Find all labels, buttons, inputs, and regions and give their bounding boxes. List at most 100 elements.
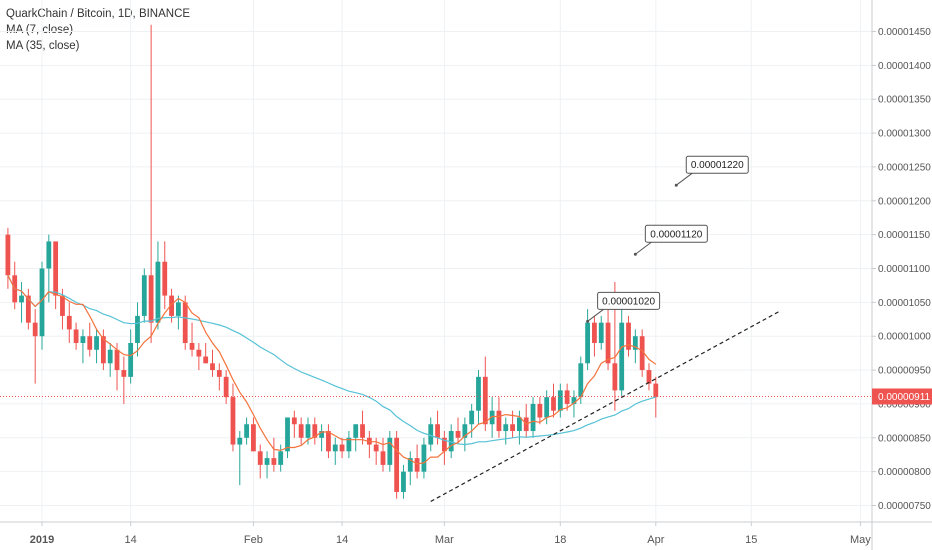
- callout-label: 0.00001020: [602, 296, 655, 307]
- candle-body: [462, 424, 468, 438]
- price-tick-label: 0.00001400: [878, 61, 931, 72]
- price-tick-label: 0.00001150: [878, 230, 931, 241]
- ma35-legend: MA (35, close): [6, 40, 80, 52]
- candle-body: [176, 302, 181, 316]
- candle-body: [5, 234, 11, 276]
- candle-body: [203, 356, 209, 364]
- candle-body: [128, 342, 134, 377]
- candle-body: [162, 261, 168, 296]
- candle-body: [592, 322, 597, 343]
- price-tick-label: 0.00001050: [878, 298, 931, 309]
- candle-body: [251, 424, 256, 452]
- candle-body: [73, 329, 79, 343]
- candle-body: [646, 370, 652, 384]
- candle-body: [489, 410, 495, 425]
- candle-body: [53, 241, 59, 296]
- candle-body: [60, 295, 65, 316]
- candle-body: [148, 275, 154, 323]
- time-tick-label: 18: [554, 534, 566, 546]
- candle-body: [551, 397, 556, 411]
- callout-pointer: [587, 308, 604, 322]
- candle-body: [455, 431, 461, 438]
- candle-body: [510, 424, 515, 432]
- candle-body: [230, 397, 236, 445]
- price-tick-label: 0.00001250: [878, 162, 931, 173]
- candle-body: [271, 458, 277, 465]
- candle-body: [407, 458, 413, 472]
- price-tick-label: 0.00001000: [878, 332, 931, 343]
- candle-body: [448, 431, 454, 452]
- candle-body: [612, 363, 618, 391]
- candle-body: [482, 376, 488, 425]
- candle-body: [626, 322, 631, 350]
- candle-body: [298, 424, 304, 438]
- ma35-line: [7, 275, 656, 446]
- callout-pointer: [635, 241, 652, 255]
- callout-box: [685, 155, 749, 174]
- candle-body: [46, 241, 52, 269]
- candle-body: [653, 383, 659, 398]
- candle-body: [373, 444, 379, 452]
- time-tick-label: May: [850, 534, 871, 546]
- callout-label: 0.00001120: [650, 229, 703, 240]
- candle-body: [100, 336, 106, 364]
- candle-body: [632, 336, 638, 350]
- candle-body: [237, 437, 243, 445]
- candle-body: [196, 349, 202, 357]
- time-tick-label: 2019: [30, 534, 54, 546]
- price-tick-label: 0.00000900: [878, 399, 931, 410]
- candle-body: [530, 403, 536, 432]
- ma7-line: [7, 275, 657, 465]
- trendline: [430, 311, 779, 502]
- candle-body: [598, 322, 604, 343]
- candle-body: [332, 444, 338, 452]
- candle-body: [264, 458, 270, 465]
- candle-body: [107, 349, 113, 364]
- candle-body: [80, 336, 86, 343]
- candle-body: [537, 403, 543, 418]
- candle-body: [605, 322, 611, 364]
- price-tick-label: 0.00001200: [878, 196, 931, 207]
- candle-body: [339, 444, 345, 452]
- candle-body: [564, 390, 570, 404]
- callout-label: 0.00001220: [691, 160, 744, 171]
- candle-body: [401, 471, 406, 492]
- ma7-legend: MA (7, close): [6, 24, 74, 36]
- candle-body: [210, 363, 215, 371]
- candle-body: [380, 451, 386, 465]
- candle-body: [39, 268, 45, 337]
- candle-body: [257, 451, 263, 465]
- price-tick-label: 0.00000750: [878, 501, 931, 512]
- candle-body: [319, 431, 325, 438]
- chart-legend: QuarkChain / Bitcoin, 1D, BINANCE MA (7,…: [6, 6, 190, 54]
- candle-body: [544, 397, 550, 418]
- current-price-tag: [872, 388, 932, 405]
- candle-body: [428, 424, 434, 445]
- price-tick-label: 0.00001450: [878, 27, 931, 38]
- candle-body: [278, 451, 284, 465]
- candle-body: [305, 424, 311, 438]
- candle-body: [346, 437, 352, 452]
- time-tick-label: Mar: [435, 534, 454, 546]
- candle-body: [94, 336, 99, 350]
- candle-body: [585, 322, 590, 364]
- time-tick-label: Feb: [244, 534, 263, 546]
- candle-body: [476, 376, 481, 411]
- candle-body: [619, 322, 625, 391]
- candle-body: [189, 342, 195, 350]
- time-tick-label: Apr: [647, 534, 664, 546]
- candle-body: [114, 349, 120, 371]
- price-tick-label: 0.00001300: [878, 129, 931, 140]
- price-tick-label: 0.00001100: [878, 264, 931, 275]
- callout-box: [597, 291, 661, 310]
- candle-body: [503, 424, 509, 432]
- callout-pointer: [675, 172, 693, 186]
- price-tick-label: 0.00000950: [878, 366, 931, 377]
- candle-body: [326, 431, 331, 452]
- current-price-label: 0.00000911: [878, 392, 931, 403]
- candle-body: [312, 424, 318, 438]
- candles: [5, 24, 659, 499]
- candle-body: [421, 444, 427, 472]
- time-tick-label: 14: [336, 534, 348, 546]
